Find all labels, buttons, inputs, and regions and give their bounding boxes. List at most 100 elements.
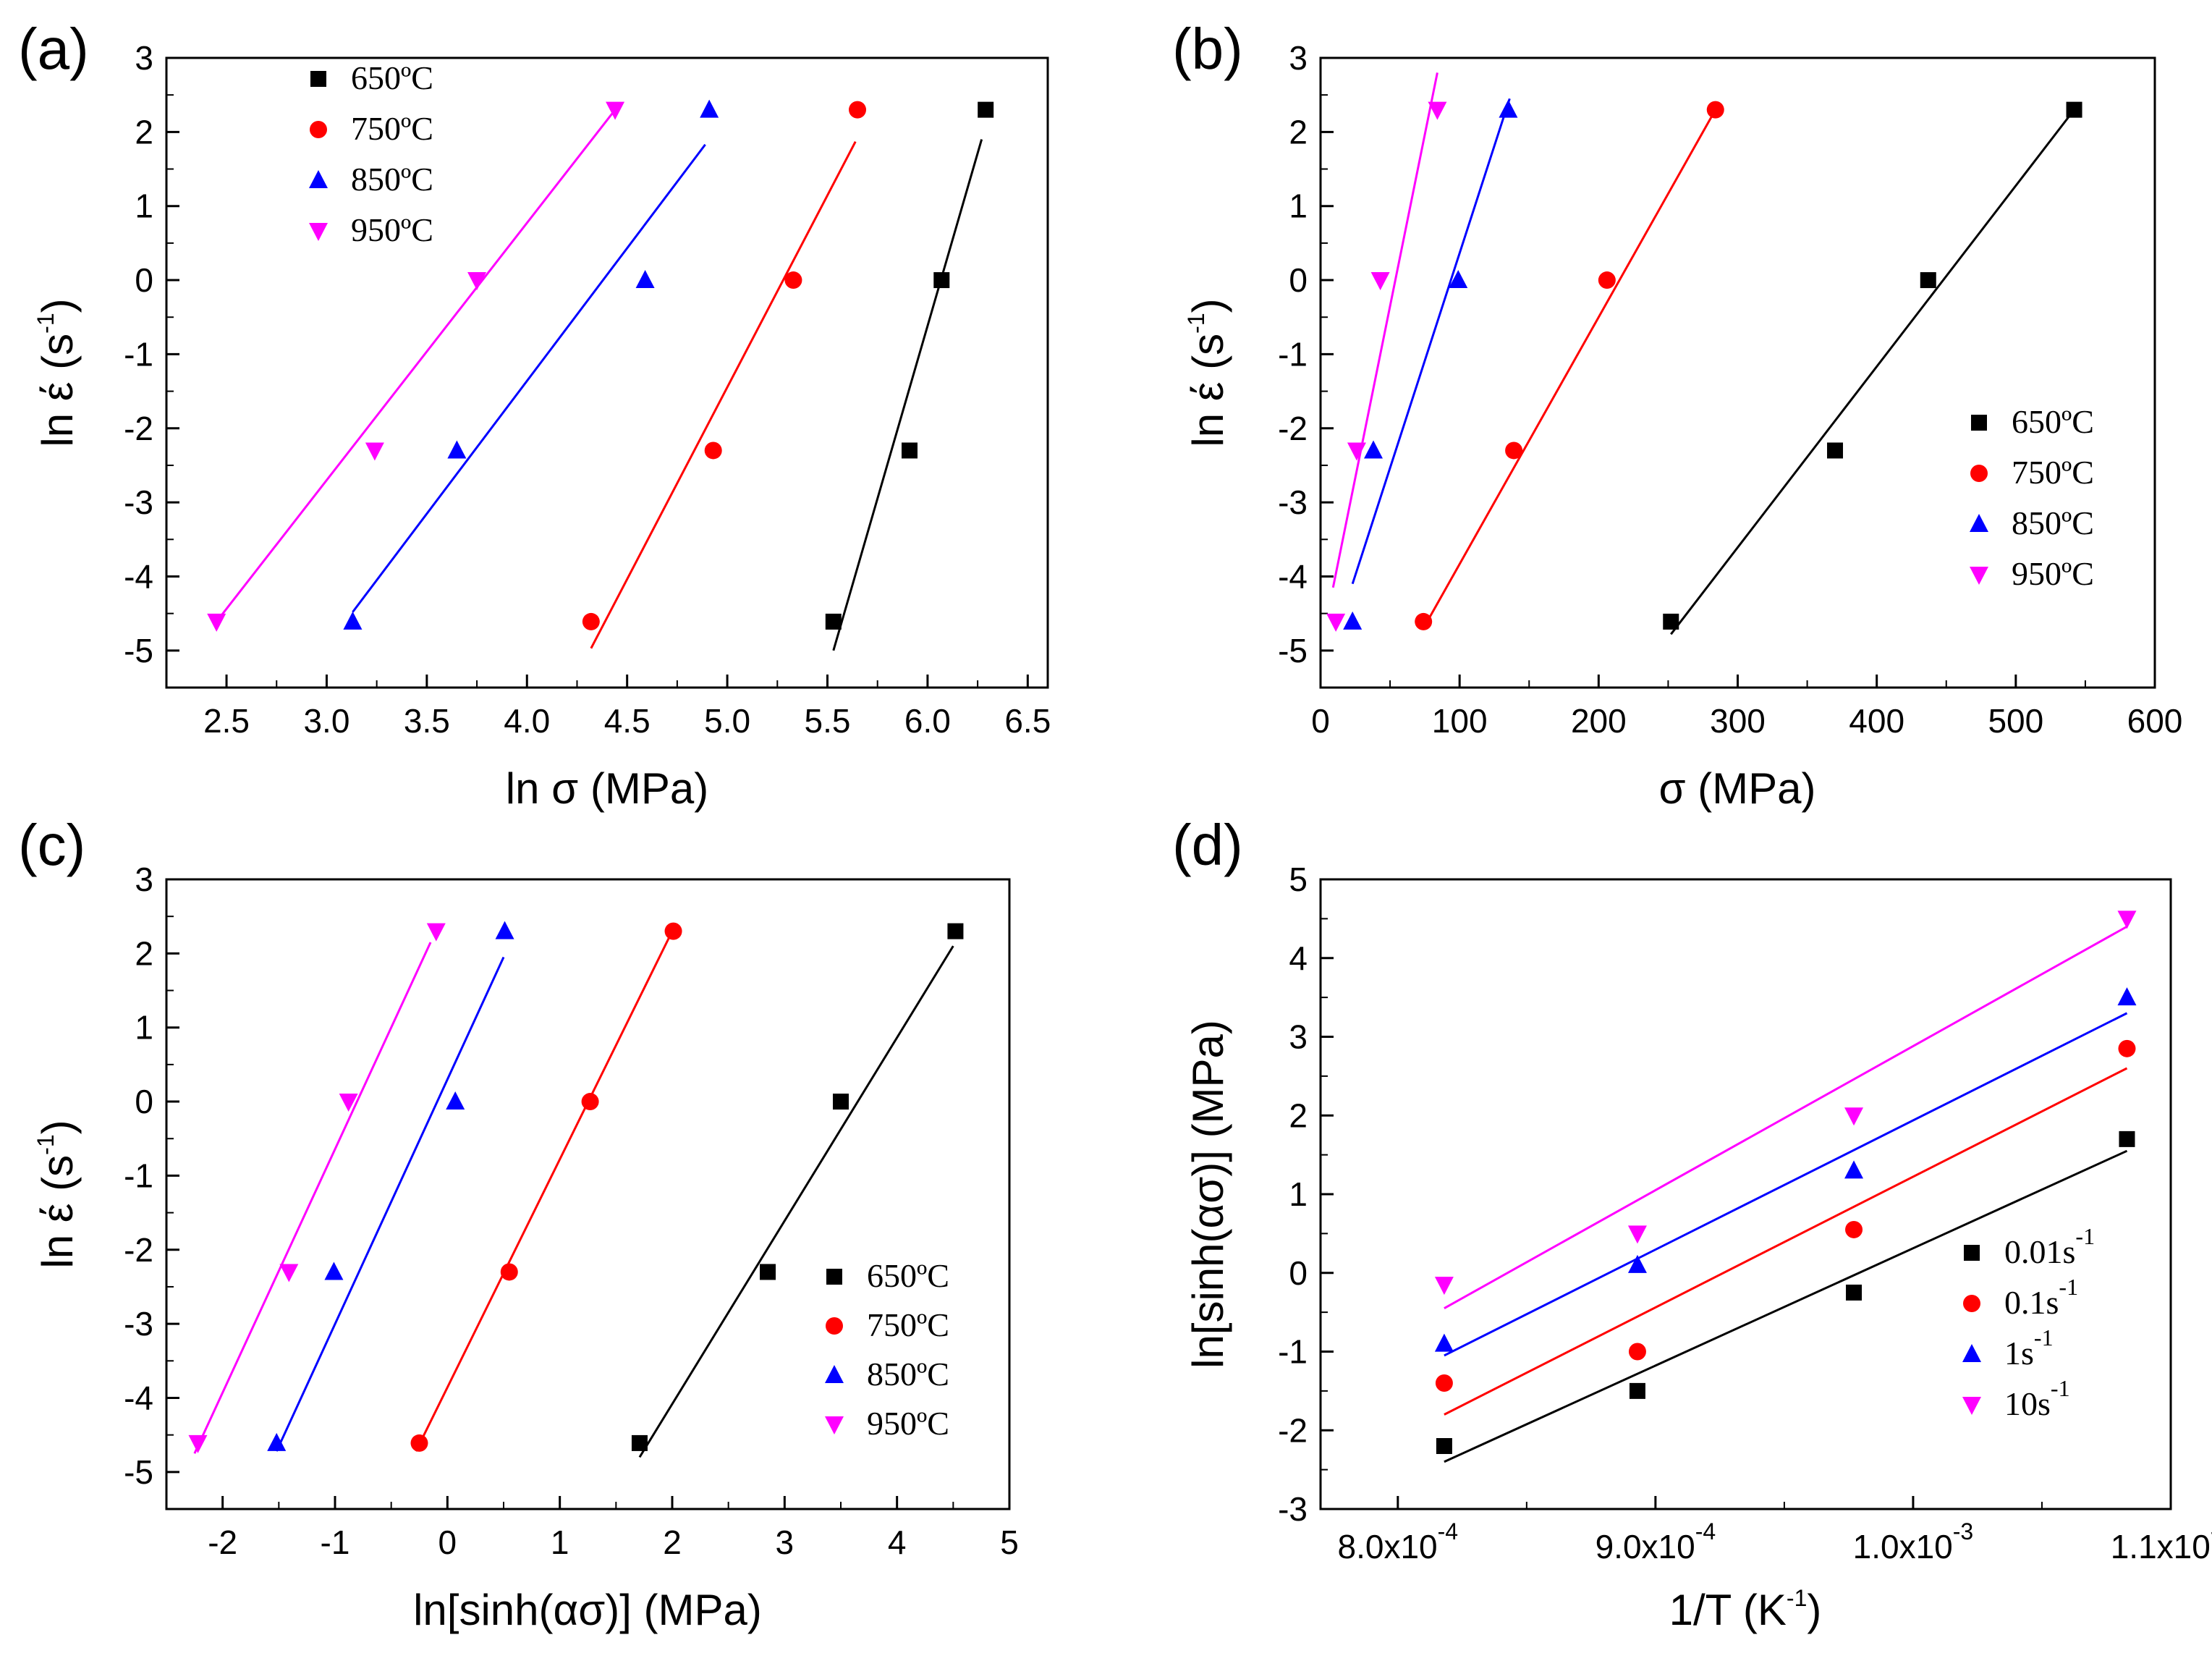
- x-tick-label: 4: [888, 1523, 907, 1561]
- panel-b-x-axis-label: σ (MPa): [1658, 764, 1815, 813]
- panel-c-x-axis-label-main: ln[sinh(ασ)] (MPa): [413, 1586, 762, 1634]
- series-0.01s: [1436, 1130, 2135, 1463]
- data-point: [1845, 1220, 1863, 1238]
- legend-label-main: 1s: [2004, 1335, 2034, 1372]
- series-850C: [343, 99, 719, 630]
- series-650C: [631, 923, 964, 1458]
- legend-marker: [1962, 1344, 1981, 1362]
- data-point: [901, 442, 918, 459]
- data-point: [635, 270, 655, 289]
- panel-a-y-axis-label-end: ): [33, 298, 82, 313]
- fit-line: [275, 956, 505, 1452]
- x-tick-label: -1: [321, 1523, 350, 1561]
- legend-label-sup: -1: [2075, 1223, 2095, 1249]
- y-tick-label: -2: [1278, 1411, 1308, 1449]
- x-tick-label-main: 8.0x10: [1338, 1528, 1438, 1565]
- data-point: [784, 271, 802, 289]
- legend-label-main: 750ºC: [867, 1306, 949, 1343]
- legend-label: 0.1s-1: [2004, 1274, 2078, 1321]
- legend-label-main: 650ºC: [2012, 403, 2094, 440]
- panel-a-x-axis-label: ln σ (MPa): [506, 764, 708, 813]
- panel-a: (a) 2.5 3.0 3.5 4.0 4.5 5.0 5.5 6.0 6.5 -5 -4 -3 -2 -1…: [18, 17, 1051, 813]
- series-650C: [1663, 101, 2082, 635]
- data-point: [2117, 910, 2137, 929]
- panel-d: (d)8.0x10-49.0x10-41.0x10-31.1x10-3-3-2-…: [1172, 813, 2212, 1634]
- fit-line: [832, 139, 983, 651]
- legend-marker: [826, 1317, 843, 1335]
- legend-label: 650ºC: [867, 1257, 949, 1294]
- data-point: [833, 1094, 849, 1110]
- legend-label-main: 650ºC: [867, 1257, 949, 1294]
- series-650C: [825, 101, 994, 651]
- y-tick-label: 2: [135, 934, 153, 972]
- y-tick-label: -5: [1278, 632, 1308, 669]
- y-tick-label: 0: [1289, 1254, 1308, 1292]
- legend-label-main: 750ºC: [351, 110, 433, 147]
- data-point: [606, 101, 625, 120]
- x-tick-label-main: 1.0x10: [1853, 1528, 1953, 1565]
- legend-label-main: 750ºC: [2012, 454, 2094, 491]
- data-point: [1415, 612, 1433, 630]
- y-tick-label: 2: [135, 113, 153, 151]
- y-tick-label: 3: [135, 861, 153, 898]
- legend-label-main: 850ºC: [2012, 504, 2094, 541]
- panel-b-frame: [1319, 56, 2156, 689]
- fit-line: [1670, 109, 2075, 635]
- legend-marker: [309, 223, 328, 241]
- y-tick-label: -4: [1278, 557, 1308, 595]
- panel-b-y-axis-label-end: ): [1184, 298, 1232, 313]
- fit-line: [1444, 1149, 2128, 1463]
- x-tick-label: 3.5: [404, 702, 450, 740]
- y-tick-label: -3: [1278, 483, 1308, 521]
- panel-b-y-axis-label-main: ln έ (s: [1184, 334, 1232, 447]
- x-tick-label-sup: -4: [1695, 1518, 1716, 1544]
- legend-marker: [310, 71, 326, 87]
- data-point: [1434, 1333, 1454, 1352]
- data-point: [1326, 613, 1346, 632]
- legend-marker: [1964, 1245, 1980, 1261]
- x-tick-label: 400: [1849, 702, 1904, 740]
- y-tick-label: -4: [124, 1379, 153, 1416]
- legend-label-sup: -1: [2059, 1274, 2078, 1300]
- x-tick-label: 4.0: [504, 702, 550, 740]
- data-point: [1627, 1254, 1647, 1273]
- series-1s: [1434, 987, 2137, 1357]
- data-point: [267, 1432, 287, 1451]
- x-tick-label: 3: [776, 1523, 794, 1561]
- legend-marker: [826, 1269, 842, 1285]
- legend-marker: [1970, 567, 1988, 585]
- y-tick-label: -3: [1278, 1490, 1308, 1528]
- legend-label-main: 10s: [2004, 1385, 2051, 1422]
- x-tick-label: 600: [2127, 702, 2183, 740]
- data-point: [1627, 1225, 1647, 1244]
- panel-c: (c) -2 -1 0 1 2 3 4 5 -5 -4 -3 -2 -1 0 1 2 3 ln[sinh(ασ)] …: [18, 813, 1019, 1634]
- fit-line: [1444, 1067, 2128, 1416]
- data-point: [1663, 613, 1679, 630]
- data-point: [704, 441, 722, 460]
- panel-b: (b) 0 100 200 300 400 500 600 -5 -4 -3 -2 -1 0 1 2 3 σ (M…: [1172, 17, 2182, 813]
- data-point: [582, 612, 600, 630]
- data-point: [343, 611, 363, 630]
- panel-b-label: (b): [1172, 17, 1243, 81]
- y-tick-label: -5: [124, 632, 153, 669]
- y-tick-label: -1: [124, 335, 153, 373]
- series-850C: [1343, 98, 1518, 630]
- x-tick-label: 1: [551, 1523, 569, 1561]
- data-point: [1920, 272, 1936, 289]
- data-point: [207, 613, 226, 632]
- data-point: [2118, 1039, 2136, 1057]
- y-tick-label: 3: [1289, 39, 1308, 77]
- panel-d-x-axis-label: 1/T (K-1): [1669, 1585, 1822, 1634]
- panel-d-label: (d): [1172, 813, 1243, 877]
- x-tick-label: -2: [208, 1523, 237, 1561]
- x-tick-label: 5: [1000, 1523, 1019, 1561]
- series-950C: [207, 101, 625, 632]
- data-point: [2117, 987, 2137, 1006]
- x-tick-label: 0: [438, 1523, 457, 1561]
- data-point: [978, 101, 994, 118]
- data-point: [1827, 442, 1844, 459]
- data-point: [664, 922, 682, 940]
- x-tick-label: 100: [1432, 702, 1488, 740]
- legend-marker: [1963, 1295, 1980, 1312]
- y-tick-label: -5: [124, 1453, 153, 1491]
